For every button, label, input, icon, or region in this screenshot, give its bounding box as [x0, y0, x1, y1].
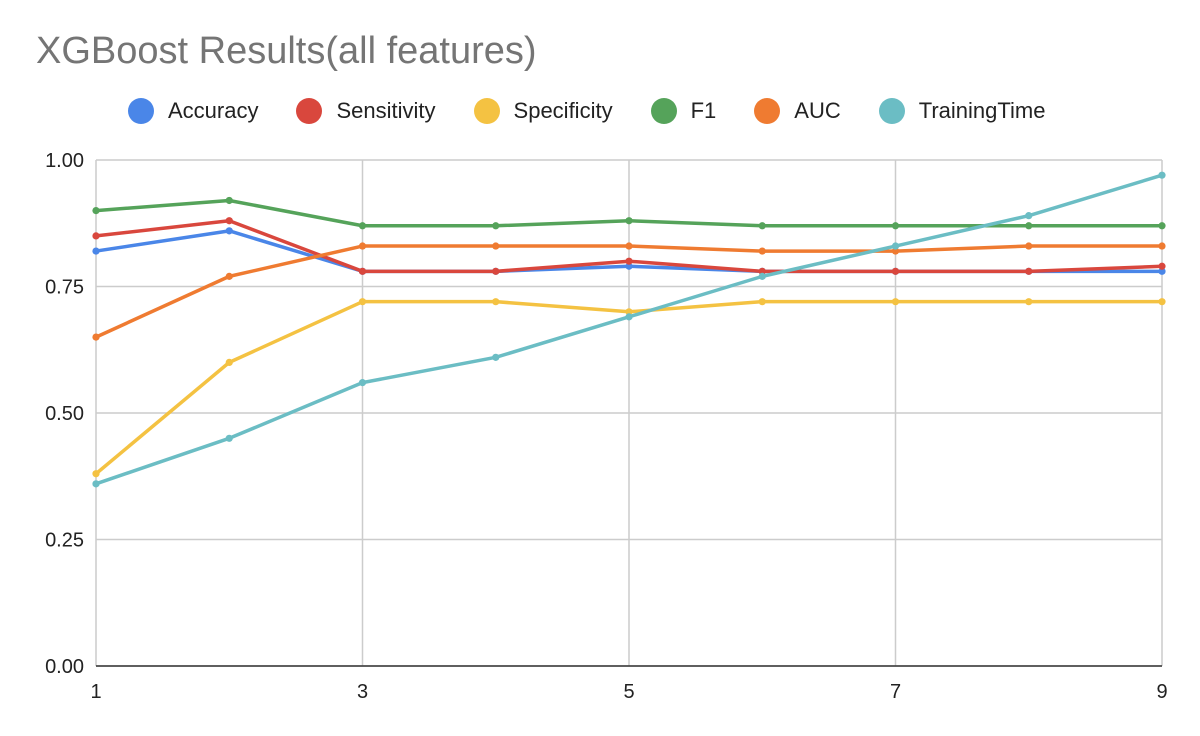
- grid: [95, 159, 1163, 667]
- data-point: [358, 267, 367, 275]
- data-point: [492, 242, 500, 250]
- data-point: [92, 247, 100, 255]
- data-point: [92, 333, 100, 341]
- x-tick-label: 1: [90, 681, 101, 703]
- data-point: [758, 267, 766, 275]
- data-point: [492, 298, 500, 306]
- y-tick-label: 0.25: [45, 530, 84, 552]
- x-tick-label: 9: [1156, 681, 1167, 703]
- data-point: [358, 242, 367, 250]
- legend-swatch: [473, 98, 500, 124]
- data-point: [758, 272, 766, 280]
- legend-item-trainingtime: TrainingTime: [878, 98, 1046, 124]
- data-point: [1158, 242, 1166, 250]
- data-point: [225, 358, 233, 366]
- legend-swatch: [296, 98, 323, 124]
- data-point: [1025, 242, 1033, 250]
- data-point: [1158, 267, 1166, 275]
- data-point: [625, 313, 633, 321]
- data-point: [758, 222, 766, 230]
- data-point: [891, 247, 900, 255]
- data-point: [1025, 222, 1033, 230]
- data-point: [92, 480, 100, 488]
- legend-swatch: [650, 98, 677, 124]
- y-tick-label: 0.75: [45, 277, 84, 299]
- data-point: [225, 434, 233, 442]
- data-point: [625, 257, 633, 265]
- data-point: [1158, 298, 1166, 306]
- legend-label: AUC: [794, 98, 841, 123]
- chart-title: XGBoost Results(all features): [36, 30, 537, 72]
- data-point: [758, 247, 766, 255]
- data-point: [1158, 171, 1166, 179]
- legend-label: F1: [690, 98, 717, 123]
- legend-item-f1: F1: [650, 98, 717, 124]
- data-point: [358, 379, 367, 387]
- data-point: [891, 298, 900, 306]
- data-point: [92, 207, 100, 215]
- data-point: [225, 272, 233, 280]
- y-tick-label: 0.50: [45, 403, 84, 425]
- data-point: [1158, 222, 1166, 230]
- data-point: [358, 222, 367, 230]
- data-point: [625, 242, 633, 250]
- data-point: [492, 222, 500, 230]
- data-point: [1158, 262, 1166, 270]
- data-point: [92, 232, 100, 240]
- series-sensitivity: [92, 217, 1166, 275]
- series-auc: [92, 242, 1166, 341]
- legend-label: Specificity: [513, 98, 613, 123]
- legend-label: TrainingTime: [918, 98, 1046, 123]
- data-point: [1025, 298, 1033, 306]
- data-point: [891, 267, 900, 275]
- data-point: [625, 217, 633, 225]
- x-tick-label: 3: [357, 681, 368, 703]
- data-point: [625, 308, 633, 316]
- y-tick-label: 0.00: [45, 656, 84, 678]
- data-point: [225, 217, 233, 225]
- data-point: [891, 222, 900, 230]
- legend-swatch: [878, 98, 905, 124]
- series-specificity: [92, 298, 1166, 478]
- series-layer: [92, 171, 1166, 488]
- x-tick-label: 5: [623, 681, 634, 703]
- legend-item-specificity: Specificity: [473, 98, 613, 124]
- data-point: [492, 267, 500, 275]
- data-point: [758, 298, 766, 306]
- data-point: [1025, 212, 1033, 220]
- legend: Accuracy Sensitivity Specificity F1 AUC Train…: [128, 94, 1083, 128]
- x-tick-label: 7: [890, 681, 901, 703]
- data-point: [1025, 267, 1033, 275]
- data-point: [492, 353, 500, 361]
- series-trainingtime: [92, 171, 1166, 488]
- data-point: [358, 298, 367, 306]
- legend-swatch: [128, 98, 154, 124]
- legend-item-sensitivity: Sensitivity: [296, 98, 436, 124]
- data-point: [225, 196, 233, 205]
- tick-labels: 0.00 0.25 0.50 0.75 1.00 1 3 5 7 9: [45, 150, 1168, 703]
- data-point: [92, 470, 100, 478]
- data-point: [891, 242, 900, 250]
- legend-swatch: [754, 98, 781, 124]
- legend-item-auc: AUC: [754, 98, 841, 124]
- y-tick-label: 1.00: [45, 150, 84, 172]
- legend-label: Accuracy: [168, 98, 259, 123]
- data-point: [625, 262, 633, 270]
- legend-label: Sensitivity: [336, 98, 436, 123]
- data-point: [225, 227, 233, 235]
- legend-item-accuracy: Accuracy: [128, 98, 258, 124]
